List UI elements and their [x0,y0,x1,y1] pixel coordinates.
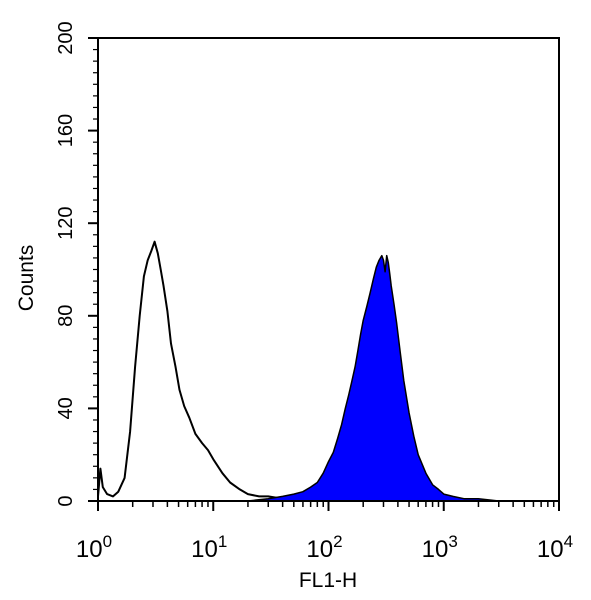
x-axis: 100 101 102 103 104 [76,501,573,563]
x-tick-label: 103 [422,532,458,563]
histogram-filled-series [247,254,560,502]
y-axis-title: Counts [15,245,38,312]
x-tick-label: 101 [191,532,227,563]
x-tick-label: 100 [76,532,112,563]
x-tick-label: 104 [537,532,573,563]
y-tick-label: 0 [55,495,77,506]
plot-frame [97,37,560,502]
plot-area [97,240,560,502]
y-tick-label: 40 [55,397,77,419]
y-tick-label: 120 [55,207,77,240]
y-tick-label: 200 [55,21,77,54]
y-tick-label: 160 [55,114,77,147]
histogram-outline-series [97,240,295,502]
x-tick-label: 102 [306,532,342,563]
y-axis: 0 40 80 120 160 200 [55,21,98,507]
y-tick-label: 80 [55,305,77,327]
x-axis-title: FL1-H [299,569,357,592]
